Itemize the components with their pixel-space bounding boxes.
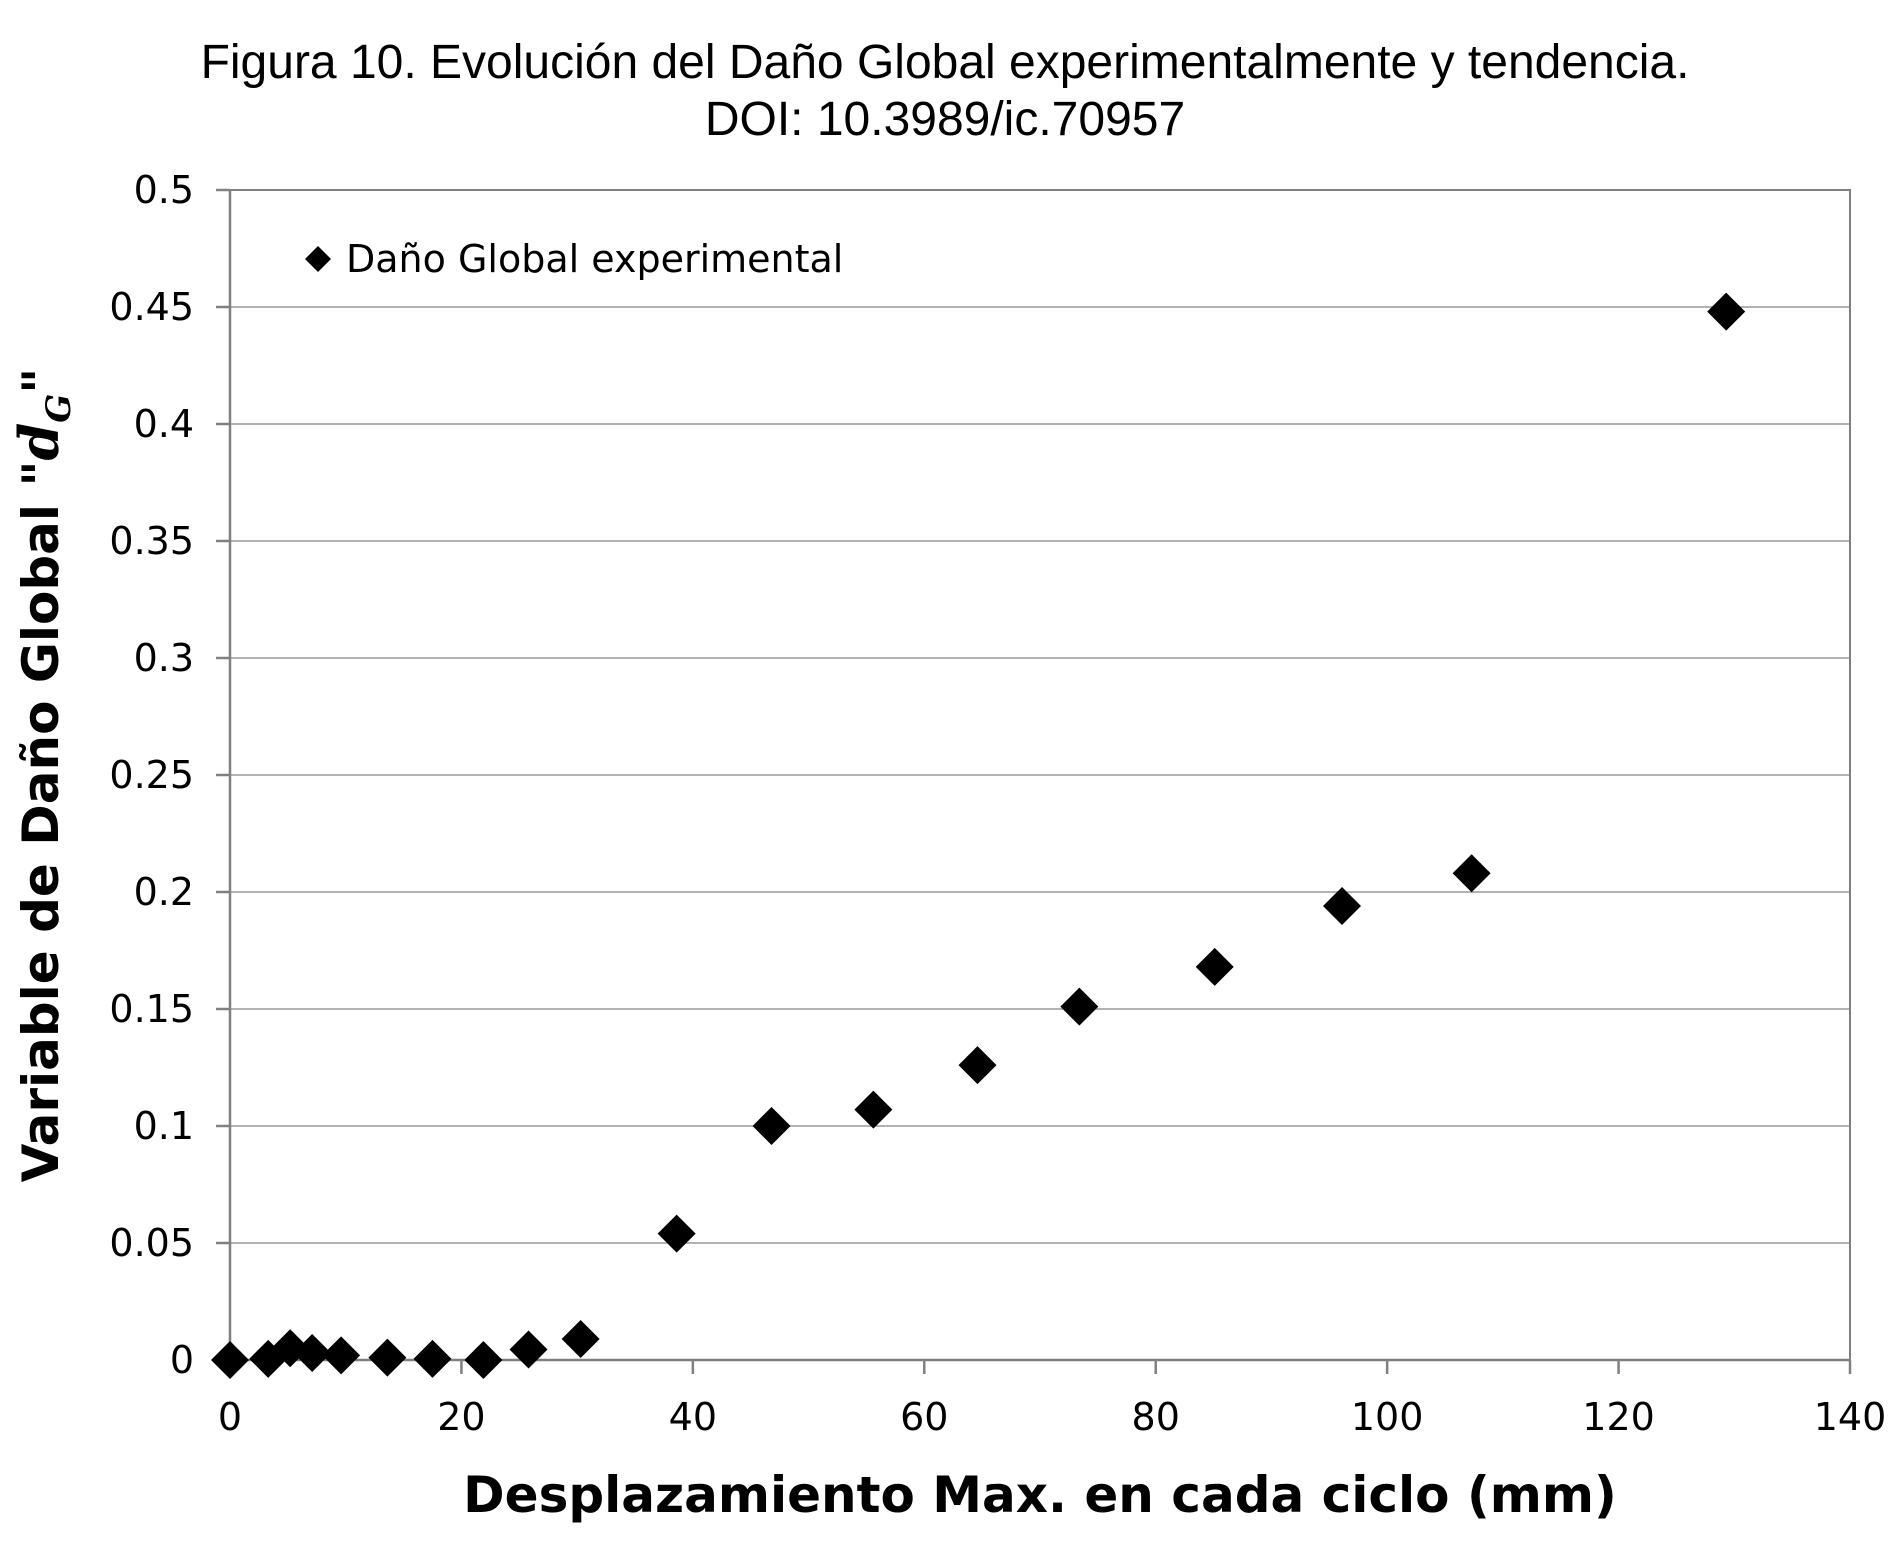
data-point <box>958 1046 997 1085</box>
data-point <box>509 1330 548 1369</box>
y-axis-label-symbol: d <box>7 423 71 461</box>
data-point <box>464 1341 503 1379</box>
data-point <box>293 1333 332 1372</box>
y-axis-ticks: 0 0.05 0.1 0.15 0.2 0.25 0.3 0.35 0.4 0.45 0.5 <box>109 168 230 1382</box>
chart-title: Figura 10. Evolución del Daño Global exp… <box>201 36 1690 89</box>
data-point <box>368 1338 407 1377</box>
data-point <box>1323 887 1362 926</box>
gridlines <box>230 189 1850 1244</box>
y-axis-label-subscript: G <box>39 394 79 423</box>
x-tick-label: 80 <box>1132 1395 1180 1439</box>
chart-subtitle: DOI: 10.3989/ic.70957 <box>705 93 1185 146</box>
data-point <box>657 1214 696 1253</box>
x-tick-label: 140 <box>1814 1395 1887 1439</box>
y-tick-label: 0.45 <box>109 285 194 329</box>
y-tick-label: 0.25 <box>109 753 194 797</box>
y-axis-label-suffix: " <box>12 368 70 394</box>
x-tick-label: 100 <box>1351 1395 1424 1439</box>
x-tick-label: 120 <box>1582 1395 1655 1439</box>
y-tick-label: 0.35 <box>109 519 194 563</box>
x-tick-label: 0 <box>218 1395 242 1439</box>
data-point <box>211 1341 249 1379</box>
data-point <box>1195 947 1234 986</box>
data-point <box>752 1107 791 1145</box>
data-point <box>561 1319 600 1358</box>
data-point <box>322 1336 361 1375</box>
y-tick-label: 0.3 <box>134 636 194 680</box>
data-points <box>211 292 1746 1379</box>
data-point <box>854 1090 893 1129</box>
x-axis-label: Desplazamiento Max. en cada ciclo (mm) <box>463 1466 1617 1524</box>
y-tick-label: 0.4 <box>134 402 194 446</box>
x-tick-label: 40 <box>669 1395 717 1439</box>
y-tick-label: 0.2 <box>134 870 194 914</box>
y-tick-label: 0.5 <box>134 168 194 212</box>
legend-marker-diamond-icon <box>305 246 331 272</box>
data-point <box>413 1339 452 1378</box>
y-tick-label: 0.1 <box>134 1104 194 1148</box>
y-tick-label: 0.05 <box>109 1221 194 1265</box>
data-point <box>1707 292 1746 331</box>
y-axis-label: Variable de Daño Global "dG" <box>7 368 79 1183</box>
legend: Daño Global experimental <box>305 237 843 281</box>
legend-label: Daño Global experimental <box>346 237 843 281</box>
data-point <box>1060 987 1099 1026</box>
x-tick-label: 60 <box>900 1395 948 1439</box>
x-axis-ticks: 0 20 40 60 80 100 120 140 <box>218 1360 1886 1439</box>
y-tick-label: 0 <box>170 1338 194 1382</box>
y-axis-label-prefix: Variable de Daño Global " <box>12 461 70 1183</box>
data-point <box>1452 854 1491 893</box>
y-tick-label: 0.15 <box>109 987 194 1031</box>
x-tick-label: 20 <box>437 1395 485 1439</box>
